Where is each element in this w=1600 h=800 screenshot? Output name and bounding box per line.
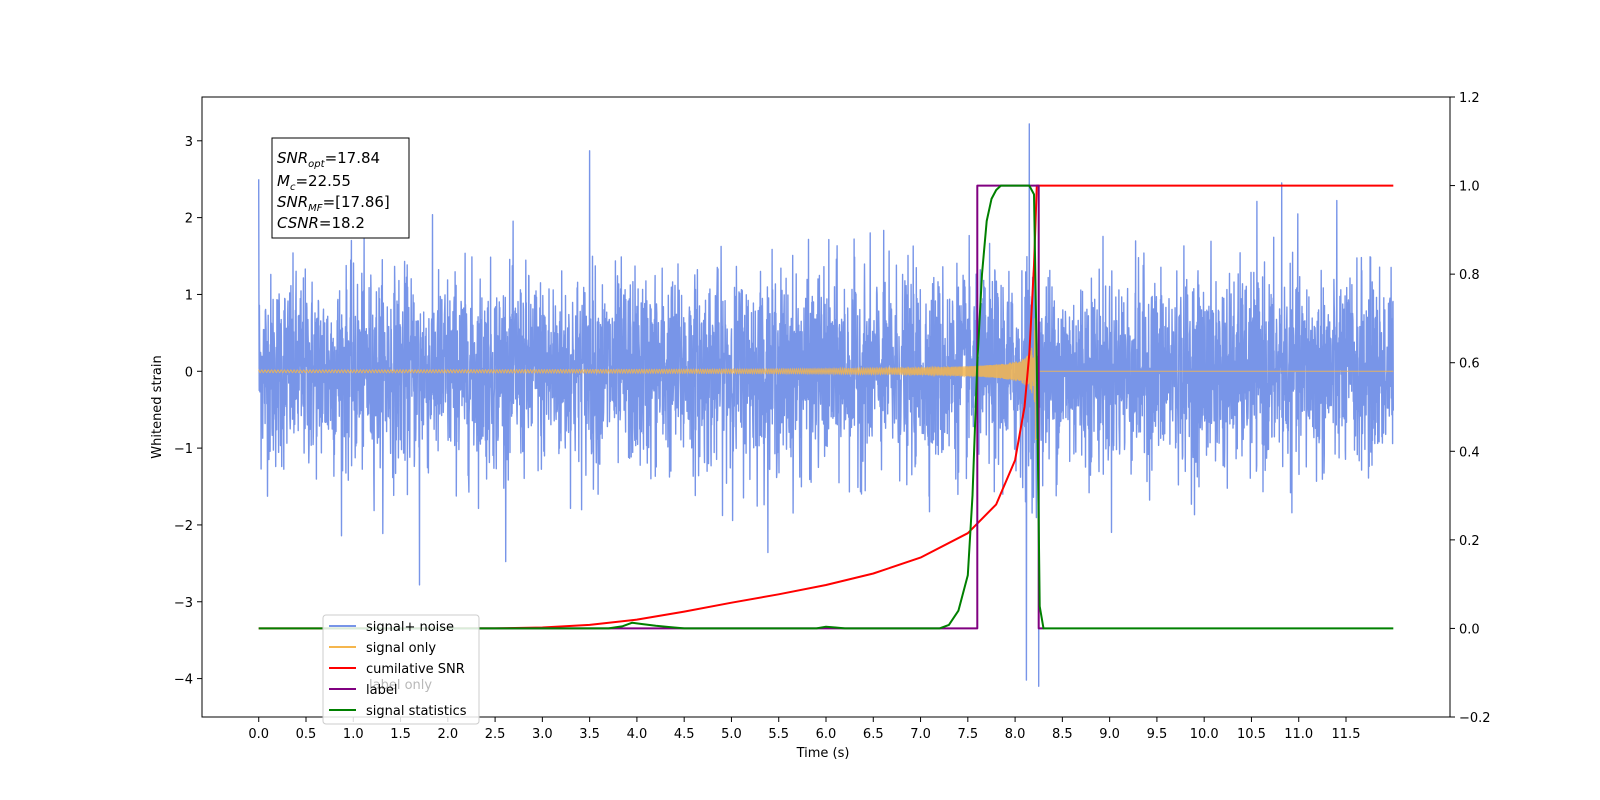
x-tick-label: 11.0 (1284, 727, 1313, 742)
annotation-csnr: CSNR=18.2 (277, 214, 365, 232)
x-axis: 0.0 0.5 1.0 1.5 2.0 2.5 3.0 3.5 4.0 4.5 5.0 5.5 6.0 6… (248, 717, 1360, 742)
legend-hidden-entry: label only (369, 678, 432, 693)
x-tick-label: 2.0 (437, 727, 458, 742)
x-tick-label: 6.5 (863, 727, 884, 742)
x-tick-label: 10.0 (1190, 727, 1219, 742)
y-right-tick-label: 1.2 (1459, 91, 1480, 106)
y-tick-label: 1 (185, 288, 193, 303)
x-tick-label: 3.5 (579, 727, 600, 742)
x-tick-label: 4.0 (627, 727, 648, 742)
x-tick-label: 10.5 (1237, 727, 1266, 742)
y-right-tick-label: 0.8 (1459, 268, 1480, 283)
series-cumulative-snr (258, 184, 1394, 630)
annotation-mc: Mc=22.55 (277, 172, 351, 193)
x-tick-label: 1.5 (390, 727, 411, 742)
y-right-tick-label: 1.0 (1459, 180, 1480, 195)
x-tick-label: 5.5 (768, 727, 789, 742)
annotation-snr-mf: SNRMF=[17.86] (277, 193, 390, 214)
y-axis-label: Whitened strain (150, 355, 165, 458)
y-axis-right: 1.2 1.0 0.8 0.6 0.4 0.2 0.0 −0.2 (1450, 91, 1491, 726)
annotation-snr-opt: SNRopt=17.84 (277, 149, 380, 170)
y-right-tick-label: 0.2 (1459, 534, 1480, 549)
x-tick-label: 8.0 (1005, 727, 1026, 742)
y-right-tick-label: 0.4 (1459, 445, 1480, 460)
x-tick-label: 9.0 (1099, 727, 1120, 742)
y-tick-label: 3 (185, 135, 193, 150)
y-tick-label: −2 (174, 519, 193, 534)
y-tick-label: −1 (174, 442, 193, 457)
x-tick-label: 7.0 (910, 727, 931, 742)
x-tick-label: 1.0 (343, 727, 364, 742)
x-tick-label: 6.0 (816, 727, 837, 742)
x-tick-label: 8.5 (1052, 727, 1073, 742)
x-tick-label: 4.5 (674, 727, 695, 742)
y-tick-label: 2 (185, 212, 193, 227)
legend-label-signal-only: signal only (366, 641, 436, 656)
x-tick-label: 3.0 (532, 727, 553, 742)
x-tick-label: 11.5 (1332, 727, 1361, 742)
y-right-tick-label: −0.2 (1459, 711, 1491, 726)
legend-label-label: label (366, 683, 397, 698)
y-right-tick-label: 0.6 (1459, 357, 1480, 372)
legend-label-cumulative-snr: cumilative SNR (366, 662, 465, 677)
legend-label-signal-statistics: signal statistics (366, 704, 467, 719)
snr-annotation-box: SNRopt=17.84 Mc=22.55 SNRMF=[17.86] CSNR… (271, 137, 410, 239)
series-signal-noise (258, 123, 1394, 687)
x-tick-label: 9.5 (1147, 727, 1168, 742)
x-tick-label: 0.5 (296, 727, 317, 742)
x-tick-label: 7.5 (957, 727, 978, 742)
x-tick-label: 5.0 (721, 727, 742, 742)
legend-label-signal-noise: signal+ noise (366, 620, 454, 635)
series-signal-statistics (258, 184, 1394, 630)
x-tick-label: 2.5 (485, 727, 506, 742)
y-tick-label: −4 (174, 673, 193, 688)
y-tick-label: −3 (174, 596, 193, 611)
x-axis-label: Time (s) (796, 746, 850, 761)
y-right-tick-label: 0.0 (1459, 622, 1480, 637)
series-signal-only (258, 318, 1394, 440)
y-axis-left: 3 2 1 0 −1 −2 −3 −4 (174, 135, 202, 688)
legend: label only signal+ noise signal only cum… (322, 614, 480, 725)
x-tick-label: 0.0 (248, 727, 269, 742)
series-layer (258, 123, 1394, 687)
y-tick-label: 0 (185, 365, 193, 380)
